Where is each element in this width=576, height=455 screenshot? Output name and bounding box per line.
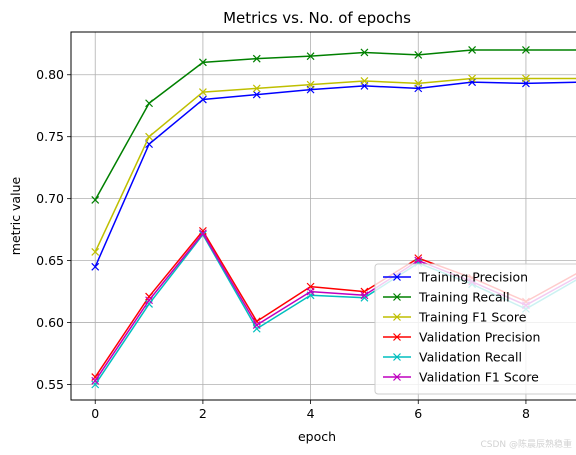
series-point bbox=[198, 95, 207, 104]
legend-label: Validation Precision bbox=[419, 330, 540, 345]
series-point bbox=[252, 54, 261, 63]
legend-marker bbox=[393, 353, 401, 361]
series-point bbox=[145, 292, 153, 301]
series-point bbox=[306, 52, 315, 61]
watermark-text: CSDN @陈晨辰熟稳重 bbox=[480, 438, 572, 450]
legend-item: Validation Recall bbox=[383, 350, 522, 365]
series-point bbox=[198, 226, 207, 235]
y-tick-label: 0.55 bbox=[36, 377, 64, 392]
legend-marker bbox=[393, 333, 401, 341]
series-point bbox=[91, 373, 100, 382]
series-point bbox=[468, 78, 477, 87]
series-point bbox=[414, 79, 423, 88]
series-point bbox=[414, 50, 423, 59]
x-tick-label: 8 bbox=[522, 406, 530, 421]
series-point bbox=[145, 99, 153, 108]
x-axis-label: epoch bbox=[298, 429, 336, 444]
series-line bbox=[94, 77, 576, 253]
legend-marker bbox=[393, 313, 401, 321]
x-tick-label: 4 bbox=[307, 406, 315, 421]
legend-marker bbox=[393, 273, 401, 281]
y-tick-label: 0.60 bbox=[36, 315, 64, 330]
series-point bbox=[252, 84, 261, 93]
series-point bbox=[91, 262, 100, 271]
series-point bbox=[91, 380, 100, 389]
grid-lines bbox=[71, 32, 576, 400]
legend-label: Validation Recall bbox=[419, 350, 522, 365]
plot-frame bbox=[70, 31, 576, 401]
legend-marker bbox=[393, 293, 401, 301]
series-point bbox=[252, 321, 261, 329]
legend: Training Precision Training Recall Trainin… bbox=[374, 263, 576, 395]
x-tick-label: 2 bbox=[199, 406, 207, 421]
legend-item: Training F1 Score bbox=[383, 310, 527, 325]
series-point bbox=[522, 46, 530, 54]
series-point bbox=[91, 195, 100, 204]
x-tick-label: 6 bbox=[414, 406, 422, 421]
series-point bbox=[145, 296, 153, 305]
chart-title: Metrics vs. No. of epochs bbox=[223, 9, 411, 27]
series-layer bbox=[91, 46, 576, 389]
axis-ticks: 0 2 4 6 8 0.55 0.60 0.65 0.70 0.75 0.80 bbox=[36, 67, 530, 421]
series-point bbox=[145, 300, 153, 308]
series-line bbox=[94, 81, 576, 268]
series-point bbox=[468, 46, 477, 54]
legend-box bbox=[374, 263, 576, 395]
series-point bbox=[252, 90, 261, 99]
legend-item: Training Precision bbox=[383, 270, 528, 285]
y-tick-label: 0.65 bbox=[36, 253, 64, 268]
series-point bbox=[91, 248, 100, 256]
legend-label: Training Recall bbox=[418, 290, 510, 305]
series-3 bbox=[91, 74, 576, 256]
series-line bbox=[94, 49, 576, 201]
y-tick-label: 0.75 bbox=[36, 129, 64, 144]
y-tick-label: 0.80 bbox=[36, 67, 64, 82]
legend-item: Validation F1 Score bbox=[383, 370, 539, 385]
series-point bbox=[145, 132, 153, 141]
series-point bbox=[360, 77, 369, 85]
series-point bbox=[522, 74, 530, 83]
y-axis-label: metric value bbox=[8, 177, 23, 256]
series-point bbox=[306, 80, 315, 89]
legend-label: Validation F1 Score bbox=[419, 370, 539, 385]
series-point bbox=[198, 229, 207, 238]
x-tick-label: 0 bbox=[91, 406, 99, 421]
legend-label: Training F1 Score bbox=[418, 310, 527, 325]
legend-item: Validation Precision bbox=[383, 330, 540, 345]
legend-label: Training Precision bbox=[418, 270, 528, 285]
series-point bbox=[468, 74, 477, 83]
legend-marker bbox=[393, 373, 401, 381]
y-tick-label: 0.70 bbox=[36, 191, 64, 206]
legend-item: Training Recall bbox=[383, 290, 510, 305]
series-point bbox=[252, 324, 261, 333]
series-point bbox=[91, 376, 100, 385]
series-point bbox=[360, 48, 369, 57]
series-2 bbox=[91, 46, 576, 204]
series-point bbox=[414, 256, 423, 265]
series-point bbox=[198, 88, 207, 97]
series-point bbox=[306, 287, 315, 296]
series-point bbox=[360, 291, 369, 300]
series-point bbox=[198, 58, 207, 67]
